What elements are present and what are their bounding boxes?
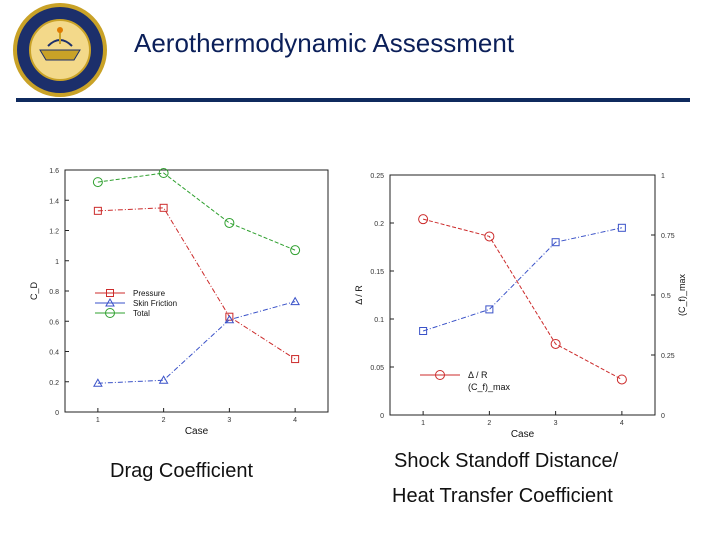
series-line-skin-friction — [97, 301, 296, 384]
legend-label-total: Total — [133, 309, 150, 318]
y2-tick-label: 1 — [661, 173, 665, 180]
y-tick-label: 0 — [380, 413, 384, 420]
x-tick-label: 2 — [162, 417, 166, 424]
legend-marker-pressure — [106, 289, 114, 297]
series-line-c-f-max — [422, 227, 622, 332]
university-seal — [10, 2, 110, 98]
x-tick-label: 4 — [620, 420, 624, 427]
data-point-total — [290, 245, 301, 256]
data-point-pressure — [159, 203, 168, 212]
page-title: Aerothermodynamic Assessment — [134, 28, 515, 58]
data-point-r — [484, 231, 495, 242]
legend-label-pressure: Pressure — [133, 289, 166, 298]
legend-marker-total — [105, 308, 115, 318]
plot-frame — [389, 174, 656, 416]
legend-label-r: Δ / R — [468, 370, 488, 380]
data-point-c-f-max — [485, 305, 494, 314]
caption-shock-standoff: Shock Standoff Distance/ — [394, 450, 619, 472]
data-point-pressure — [93, 206, 102, 215]
data-point-total — [224, 217, 235, 228]
x-tick-label: 2 — [487, 420, 491, 427]
y-tick-label: 0.25 — [370, 173, 384, 180]
series-line-total — [97, 172, 296, 251]
caption-drag-coefficient: Drag Coefficient — [110, 460, 254, 482]
x-axis-label: Case — [185, 426, 209, 437]
data-point-r — [550, 338, 561, 349]
legend-marker-skin-friction — [105, 297, 115, 307]
title-divider — [16, 98, 690, 102]
y-tick-label: 1.4 — [49, 198, 59, 205]
series-line-r — [422, 218, 623, 380]
y-tick-label: 0.2 — [374, 221, 384, 228]
series-line-pressure — [97, 207, 296, 360]
plot-frame — [64, 169, 329, 413]
drag-coefficient-chart: 0 0.2 0.4 0.6 0.8 1 1.2 1.4 1.6 1 2 3 4 Case C_D Pressu… — [29, 168, 329, 437]
y-tick-label: 1 — [55, 259, 59, 266]
y2-axis-label: (C_f)_max — [677, 274, 687, 317]
data-point-c-f-max — [617, 223, 626, 232]
y-tick-label: 1.6 — [49, 168, 59, 175]
shock-standoff-chart: 0 0.05 0.1 0.15 0.2 0.25 0 0.25 0.5 0.75 1 1 2 3 4 Case… — [354, 173, 687, 440]
data-point-skin-friction — [158, 375, 169, 384]
data-point-c-f-max — [419, 327, 428, 335]
y2-tick-label: 0.75 — [661, 233, 675, 240]
y-axis-label: C_D — [29, 282, 39, 301]
caption-heat-transfer: Heat Transfer Coefficient — [392, 485, 613, 507]
y-tick-label: 0.1 — [374, 317, 384, 324]
data-point-total — [158, 168, 169, 179]
y-tick-label: 0.6 — [49, 319, 59, 326]
y2-tick-label: 0.25 — [661, 353, 675, 360]
x-tick-label: 1 — [421, 420, 425, 427]
data-point-c-f-max — [551, 238, 560, 247]
y2-tick-label: 0 — [661, 413, 665, 420]
legend-marker-r — [435, 370, 445, 380]
y-tick-label: 1.2 — [49, 229, 59, 236]
legend-label-skin-friction: Skin Friction — [133, 299, 177, 308]
y-tick-label: 0.05 — [370, 365, 384, 372]
data-point-skin-friction — [93, 378, 103, 387]
data-point-skin-friction — [224, 314, 235, 324]
data-point-skin-friction — [290, 296, 300, 306]
y-tick-label: 0.4 — [49, 350, 59, 357]
y2-tick-label: 0.5 — [661, 293, 671, 300]
data-point-total — [92, 177, 103, 188]
x-tick-label: 1 — [96, 417, 100, 424]
x-tick-label: 4 — [293, 417, 297, 424]
data-point-r — [418, 214, 429, 225]
y-tick-label: 0.2 — [49, 380, 59, 387]
x-tick-label: 3 — [554, 420, 558, 427]
y-tick-label: 0.15 — [370, 269, 384, 276]
y-tick-label: 0 — [55, 410, 59, 417]
legend-label-c-f-max: (C_f)_max — [468, 382, 511, 392]
data-point-pressure — [291, 355, 300, 364]
x-tick-label: 3 — [227, 417, 231, 424]
x-axis-label: Case — [511, 429, 535, 440]
data-point-r — [616, 374, 627, 385]
y-axis-label: Δ / R — [354, 285, 364, 305]
y-tick-label: 0.8 — [49, 289, 59, 296]
